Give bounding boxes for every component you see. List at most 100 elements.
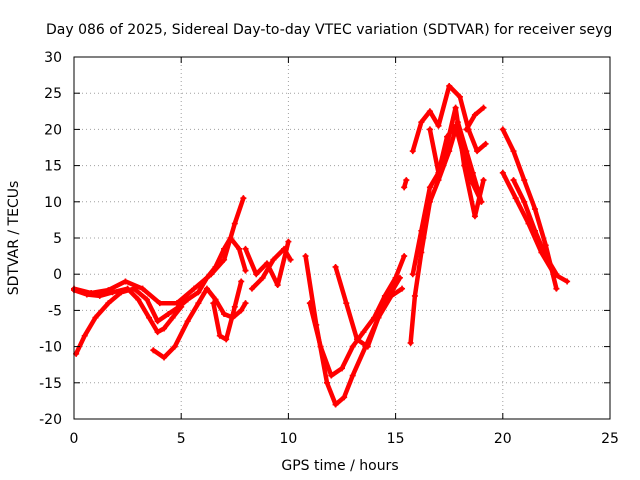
data-point bbox=[240, 195, 247, 202]
y-tick-label: -5 bbox=[48, 303, 62, 319]
data-point bbox=[210, 300, 217, 307]
data-point bbox=[396, 274, 403, 281]
x-tick-label: 0 bbox=[70, 431, 79, 447]
data-point bbox=[165, 311, 172, 318]
data-point bbox=[471, 111, 478, 118]
data-point bbox=[161, 325, 168, 332]
y-tick-label: 0 bbox=[53, 267, 62, 283]
series-trace-s5 bbox=[211, 279, 244, 342]
data-point bbox=[553, 285, 560, 292]
x-axis-ticks: 0 5 10 15 20 25 bbox=[70, 57, 619, 447]
series-trace-s19 bbox=[511, 177, 559, 277]
data-point bbox=[409, 148, 416, 155]
y-tick-label: -20 bbox=[39, 412, 62, 428]
data-point bbox=[135, 296, 142, 303]
data-point bbox=[564, 278, 571, 285]
data-point bbox=[341, 394, 348, 401]
chart-title: Day 086 of 2025, Sidereal Day-to-day VTE… bbox=[46, 22, 612, 38]
data-point bbox=[482, 140, 489, 147]
data-point bbox=[426, 108, 433, 115]
data-point bbox=[463, 126, 470, 133]
data-point bbox=[161, 354, 168, 361]
data-point bbox=[92, 314, 99, 321]
data-point bbox=[349, 343, 356, 350]
data-point bbox=[150, 347, 157, 354]
data-point bbox=[223, 336, 230, 343]
data-point bbox=[81, 332, 88, 339]
data-point bbox=[386, 292, 393, 299]
series-trace-s2 bbox=[73, 235, 248, 357]
data-point bbox=[154, 329, 161, 336]
data-point bbox=[221, 311, 228, 318]
data-point bbox=[332, 263, 339, 270]
data-point bbox=[253, 271, 260, 278]
data-point bbox=[208, 271, 215, 278]
data-point bbox=[323, 379, 330, 386]
x-tick-label: 10 bbox=[279, 431, 297, 447]
data-point bbox=[446, 82, 453, 89]
data-point bbox=[480, 104, 487, 111]
data-point bbox=[531, 227, 538, 234]
data-point bbox=[364, 343, 371, 350]
data-point bbox=[499, 169, 506, 176]
data-point bbox=[195, 300, 202, 307]
data-point bbox=[242, 300, 249, 307]
data-point bbox=[474, 148, 481, 155]
data-point bbox=[399, 285, 406, 292]
data-point bbox=[195, 289, 202, 296]
x-tick-label: 20 bbox=[494, 431, 512, 447]
data-point bbox=[306, 300, 313, 307]
data-point bbox=[270, 256, 277, 263]
data-point bbox=[184, 296, 191, 303]
data-point bbox=[542, 242, 549, 249]
data-point bbox=[281, 245, 288, 252]
data-point bbox=[444, 140, 451, 147]
data-point bbox=[242, 245, 249, 252]
data-point bbox=[375, 314, 382, 321]
data-point bbox=[407, 339, 414, 346]
y-axis-ticks: -20 -15 -10 -5 0 5 10 15 20 25 30 bbox=[39, 50, 610, 428]
data-point bbox=[231, 303, 238, 310]
y-tick-label: 25 bbox=[44, 86, 62, 102]
x-tick-label: 25 bbox=[601, 431, 619, 447]
y-tick-label: 20 bbox=[44, 122, 62, 138]
data-point bbox=[461, 162, 468, 169]
data-point bbox=[553, 271, 560, 278]
data-point bbox=[122, 278, 129, 285]
data-point bbox=[118, 289, 125, 296]
data-point bbox=[521, 177, 528, 184]
data-point bbox=[302, 253, 309, 260]
data-point bbox=[542, 253, 549, 260]
series-trace-s3 bbox=[71, 195, 246, 306]
series-trace-s16 bbox=[464, 105, 486, 132]
data-point bbox=[259, 274, 266, 281]
data-point bbox=[510, 148, 517, 155]
data-point bbox=[426, 184, 433, 191]
data-point bbox=[146, 314, 153, 321]
data-point bbox=[354, 336, 361, 343]
data-point bbox=[411, 292, 418, 299]
data-point bbox=[409, 271, 416, 278]
data-point bbox=[469, 180, 476, 187]
data-point bbox=[96, 292, 103, 299]
data-point bbox=[212, 296, 219, 303]
data-point bbox=[418, 119, 425, 126]
data-point bbox=[191, 285, 198, 292]
data-point bbox=[343, 300, 350, 307]
data-point bbox=[169, 314, 176, 321]
data-point bbox=[328, 372, 335, 379]
y-tick-label: 30 bbox=[44, 50, 62, 66]
data-point bbox=[105, 300, 112, 307]
data-point bbox=[349, 372, 356, 379]
data-point bbox=[285, 238, 292, 245]
data-point bbox=[221, 256, 228, 263]
data-series bbox=[71, 82, 571, 408]
data-point bbox=[248, 285, 255, 292]
series-trace-s12 bbox=[408, 119, 484, 346]
data-point bbox=[480, 177, 487, 184]
y-tick-label: -10 bbox=[39, 340, 62, 356]
data-point bbox=[184, 318, 191, 325]
data-point bbox=[471, 213, 478, 220]
data-point bbox=[403, 177, 410, 184]
data-point bbox=[510, 177, 517, 184]
